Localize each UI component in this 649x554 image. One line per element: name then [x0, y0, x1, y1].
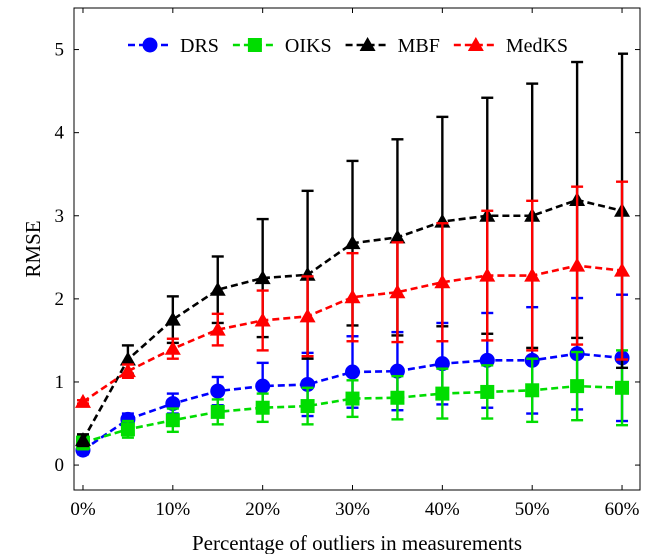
- oiks-point: [615, 380, 630, 395]
- plot-frame: [73, 7, 641, 491]
- oiks-point: [345, 391, 360, 406]
- y-tick-label: 3: [55, 206, 65, 227]
- drs-point: [389, 363, 405, 379]
- medks-point: [434, 274, 451, 289]
- medks-point: [254, 312, 271, 327]
- y-tick-label: 0: [55, 455, 65, 476]
- oiks-point: [570, 379, 585, 394]
- drs-point: [255, 378, 271, 394]
- medks-point: [389, 284, 406, 299]
- medks-point: [479, 267, 496, 282]
- x-axis-label: Percentage of outliers in measurements: [192, 531, 522, 554]
- oiks-point: [525, 383, 540, 398]
- drs-point: [210, 383, 226, 399]
- mbf-point: [344, 235, 361, 250]
- medks-point: [614, 262, 631, 277]
- x-tick-label: 30%: [335, 499, 370, 520]
- drs-point: [345, 364, 361, 380]
- mbf-point: [254, 270, 271, 285]
- legend-label-drs: DRS: [180, 35, 219, 57]
- drs-point: [479, 352, 495, 368]
- oiks-point: [210, 404, 225, 419]
- y-tick-label: 1: [55, 372, 65, 393]
- mbf-point: [119, 351, 136, 366]
- mbf-point: [209, 281, 226, 296]
- x-tick-label: 50%: [515, 499, 550, 520]
- mbf-point: [389, 229, 406, 244]
- y-tick-label: 5: [55, 40, 65, 61]
- x-tick-label: 20%: [245, 499, 280, 520]
- oiks-point: [390, 390, 405, 405]
- legend-label-oiks: OIKS: [285, 35, 332, 57]
- x-tick-label: 60%: [605, 499, 640, 520]
- medks-point: [74, 393, 91, 408]
- legend-label-medks: MedKS: [506, 35, 568, 57]
- x-tick-label: 40%: [425, 499, 460, 520]
- x-tick-label: 10%: [155, 499, 190, 520]
- legend-marker-oiks: [247, 38, 262, 52]
- oiks-point: [165, 413, 180, 428]
- oiks-point: [255, 400, 270, 415]
- medks-point: [569, 257, 586, 272]
- oiks-point: [120, 422, 135, 437]
- legend-marker-drs: [142, 37, 158, 53]
- mbf-point: [74, 432, 91, 447]
- drs-point: [434, 356, 450, 372]
- y-tick-label: 4: [55, 123, 65, 144]
- legend-label-mbf: MBF: [398, 35, 440, 57]
- medks-point: [119, 363, 136, 378]
- oiks-point: [300, 399, 315, 414]
- oiks-point: [480, 384, 495, 399]
- oiks-point: [435, 386, 450, 401]
- x-tick-label: 0%: [70, 499, 96, 520]
- y-axis-label: RMSE: [21, 220, 45, 277]
- drs-point: [165, 396, 181, 412]
- legend-marker-mbf: [359, 37, 376, 51]
- mbf-point: [164, 311, 181, 326]
- medks-point: [524, 267, 541, 282]
- legend-marker-medks: [467, 37, 484, 51]
- y-tick-label: 2: [55, 289, 65, 310]
- medks-point: [299, 308, 316, 323]
- medks-point: [344, 289, 361, 304]
- medks-point: [209, 321, 226, 336]
- medks-point: [164, 340, 181, 355]
